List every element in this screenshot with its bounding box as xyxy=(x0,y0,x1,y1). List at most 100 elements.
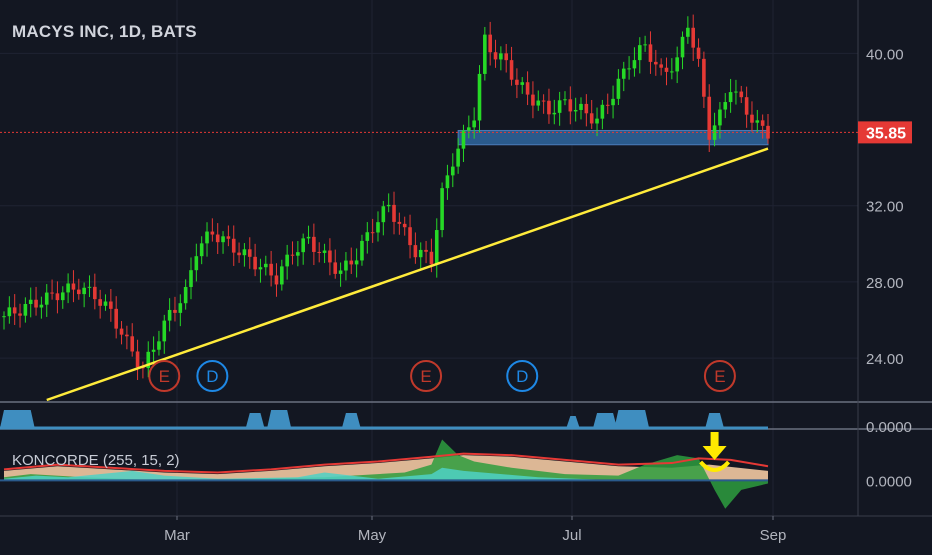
candle-body xyxy=(253,256,257,270)
candle-body xyxy=(354,260,359,265)
candle-body xyxy=(183,287,188,304)
candle-body xyxy=(557,100,562,113)
candle-body xyxy=(632,60,637,69)
candle-body xyxy=(434,230,439,265)
candle-body xyxy=(317,251,322,253)
candle-body xyxy=(621,68,626,79)
volume-spike xyxy=(593,413,618,428)
candle-body xyxy=(397,221,402,224)
annotation-curve xyxy=(699,460,731,472)
candle-body xyxy=(429,251,434,265)
candle-body xyxy=(210,231,215,235)
candle-body xyxy=(467,127,471,131)
candle-body xyxy=(541,100,546,102)
event-marker-label: E xyxy=(714,367,725,386)
candle-body xyxy=(477,73,482,121)
time-tick-label: Mar xyxy=(164,527,190,544)
candle-body xyxy=(370,232,375,234)
candle-body xyxy=(173,309,177,313)
candle-body xyxy=(744,97,749,115)
candle-body xyxy=(103,301,108,306)
koncorde-red-line xyxy=(3,452,769,474)
candle-body xyxy=(440,188,444,231)
candle-body xyxy=(589,113,594,124)
price-tick-label: 28.00 xyxy=(866,275,904,292)
candle-body xyxy=(338,270,343,274)
candle-body xyxy=(739,91,744,98)
annotation-arrow xyxy=(702,432,727,460)
candle-body xyxy=(285,254,289,267)
volume-spike xyxy=(341,413,361,428)
candle-body xyxy=(707,96,712,140)
candle-body xyxy=(520,82,525,85)
chart-title: MACYS INC, 1D, BATS xyxy=(12,22,197,41)
candle-body xyxy=(750,114,754,123)
candle-body xyxy=(509,60,514,80)
volume-spike xyxy=(245,413,265,428)
candle-body xyxy=(408,227,412,246)
candle-body xyxy=(568,99,573,112)
candle-body xyxy=(328,250,332,263)
candle-body xyxy=(237,252,241,256)
candle-body xyxy=(114,308,118,329)
candle-body xyxy=(7,307,12,317)
event-marker-E xyxy=(148,360,181,392)
candle-body xyxy=(135,351,140,368)
volume-spike xyxy=(705,413,724,428)
price-tick-label: 32.00 xyxy=(866,199,904,216)
volume-spike xyxy=(614,410,650,428)
volume-spike xyxy=(566,416,580,428)
candle-body xyxy=(247,249,252,257)
candle-body xyxy=(50,292,54,294)
candle-body xyxy=(461,130,466,149)
candle-body xyxy=(60,292,65,301)
volume-spike xyxy=(0,410,35,428)
candle-body xyxy=(605,104,610,106)
candle-body xyxy=(280,266,284,285)
candle-body xyxy=(365,232,370,241)
candle-body xyxy=(55,293,60,301)
candle-body xyxy=(595,118,599,124)
candle-body xyxy=(39,304,44,308)
candle-body xyxy=(44,292,49,305)
candle-body xyxy=(392,204,396,222)
candle-body xyxy=(712,125,717,140)
candle-body xyxy=(301,238,305,253)
candle-body xyxy=(563,99,567,101)
candle-body xyxy=(616,78,621,99)
candle-body xyxy=(82,287,86,295)
candle-body xyxy=(157,341,161,350)
candle-body xyxy=(675,57,679,72)
candle-body xyxy=(584,103,589,114)
volume-spike xyxy=(267,410,292,428)
candle-body xyxy=(18,313,22,316)
koncorde-cyan-area xyxy=(4,467,768,481)
candle-body xyxy=(472,120,476,128)
candle-body xyxy=(167,309,172,321)
candle-body xyxy=(600,104,605,119)
candle-body xyxy=(242,249,247,256)
candle-body xyxy=(258,267,263,270)
candle-body xyxy=(504,53,509,61)
candle-body xyxy=(702,58,706,97)
candle-body xyxy=(734,91,738,93)
candle-body xyxy=(643,44,647,46)
candle-body xyxy=(531,94,535,106)
candle-body xyxy=(579,103,583,110)
candle-body xyxy=(194,256,199,271)
candle-body xyxy=(2,316,6,318)
candle-body xyxy=(344,260,348,271)
candle-body xyxy=(723,102,728,110)
candle-body xyxy=(728,92,733,103)
candle-body xyxy=(130,336,135,352)
candle-body xyxy=(483,34,487,74)
event-marker-D xyxy=(196,360,229,392)
candle-body xyxy=(231,238,236,253)
candle-body xyxy=(376,222,380,233)
candle-body xyxy=(178,303,183,313)
candle-body xyxy=(659,64,663,68)
candle-body xyxy=(664,67,669,72)
candle-body xyxy=(274,275,279,285)
event-marker-label: E xyxy=(159,367,170,386)
candle-body xyxy=(445,175,450,189)
